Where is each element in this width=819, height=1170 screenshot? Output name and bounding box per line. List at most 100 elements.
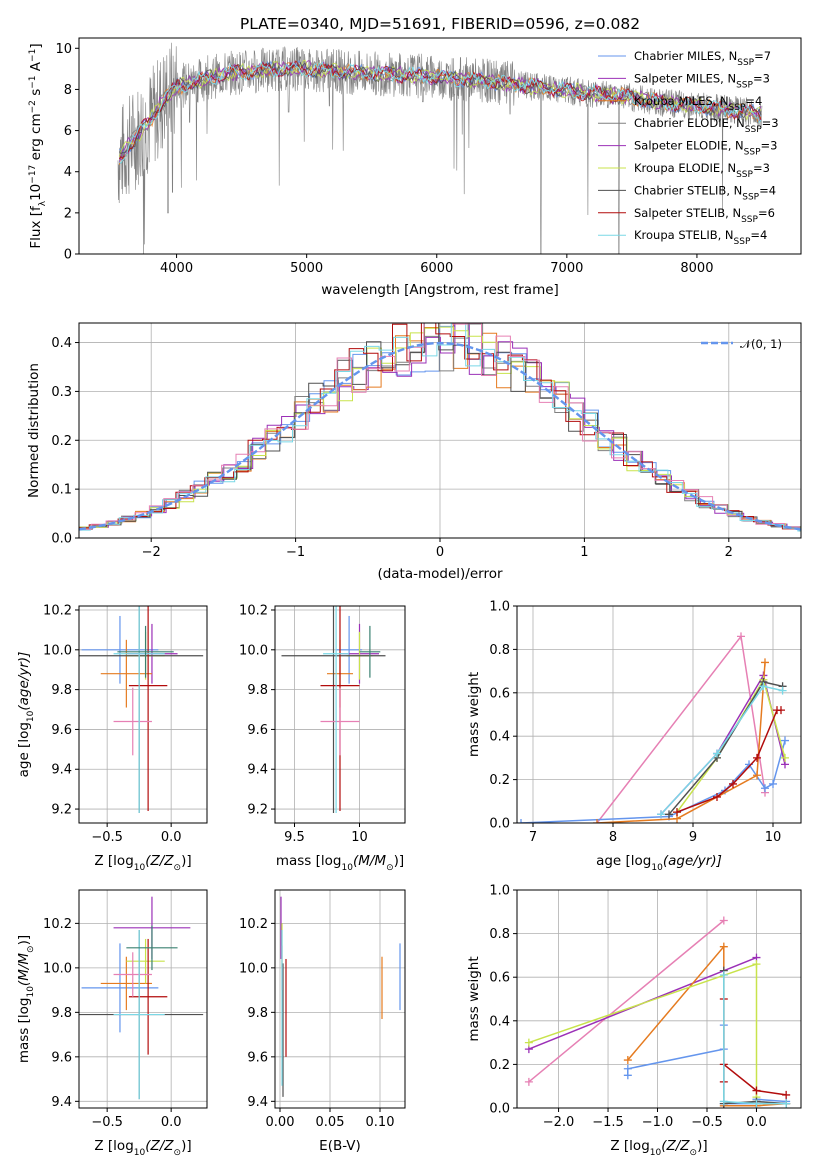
axes-frame <box>78 37 802 255</box>
y-tick-label: 0.3 <box>51 385 72 400</box>
x-tick-label: 1 <box>580 545 588 560</box>
weight-marker <box>719 1097 728 1106</box>
x-tick-label: 10 <box>351 830 368 845</box>
y-axis-label: Normed distribution <box>26 363 42 498</box>
legend-label: Chabrier MILES, NSSP=7 <box>634 49 771 68</box>
weight-marker <box>782 1090 791 1099</box>
legend-label: Salpeter STELIB, NSSP=6 <box>634 206 775 225</box>
weight-marker <box>623 1056 632 1065</box>
weight-marker <box>778 686 787 695</box>
grid <box>79 606 207 823</box>
y-tick-label: 10.0 <box>43 961 72 976</box>
y-tick-label: 4 <box>64 165 72 180</box>
legend-label: Kroupa MILES, NSSP=4 <box>634 94 762 113</box>
weight-marker <box>665 810 673 819</box>
legend: Chabrier MILES, NSSP=7 Salpeter MILES, NS… <box>598 49 779 247</box>
weight-marker <box>761 658 769 667</box>
weight-marker <box>752 1086 761 1095</box>
x-tick-label: −1 <box>286 545 305 560</box>
weight-marker <box>719 916 728 925</box>
x-axis-label: wavelength [Angstrom, rest frame] <box>321 282 559 298</box>
weight-marker <box>713 792 721 801</box>
y-tick-label: 0.6 <box>489 686 510 701</box>
x-tick-label: 10 <box>765 830 782 845</box>
y-tick-label: 0.4 <box>51 336 72 351</box>
y-tick-label: 9.4 <box>51 763 72 778</box>
y-tick-label: 0.8 <box>489 643 510 658</box>
legend-label: Kroupa STELIB, NSSP=4 <box>634 228 767 247</box>
x-tick-label: 8000 <box>680 261 713 276</box>
weight-line-5 <box>723 970 787 1105</box>
x-tick-label: −0.5 <box>691 1115 723 1130</box>
legend-label: Kroupa ELODIE, NSSP=3 <box>634 161 770 180</box>
y-tick-label: 0.2 <box>489 1058 510 1073</box>
panel-age_vs_mass: 9.5 10 9.2 9.4 9.6 9.8 10.0 10.2 mass [log10(M/M… <box>239 603 406 873</box>
axes-frame <box>516 605 802 824</box>
weight-marker <box>719 971 728 980</box>
x-tick-label: 2 <box>725 545 733 560</box>
model-line-3 <box>118 60 762 164</box>
y-tick-label: 2 <box>64 206 72 221</box>
y-tick-label: 0.4 <box>489 1014 510 1029</box>
weight-line-6 <box>723 999 787 1096</box>
y-tick-label: 9.6 <box>247 1050 268 1065</box>
weight-line-4 <box>528 963 758 1098</box>
axes-frame <box>274 605 406 824</box>
y-tick-label: 9.8 <box>51 683 72 698</box>
y-tick-label: 0.4 <box>489 730 510 745</box>
y-tick-label: 10 <box>55 42 72 57</box>
weight-marker <box>759 682 768 691</box>
y-tick-label: 0.1 <box>51 483 72 498</box>
y-axis-label: mass weight <box>466 956 482 1041</box>
y-tick-label: 9.6 <box>51 1050 72 1065</box>
plot-area <box>524 916 791 1108</box>
x-axis-label: Z [log10(Z/Z⊙)] <box>94 1138 191 1158</box>
y-tick-label: 0.2 <box>51 434 72 449</box>
axes-frame <box>274 889 406 1109</box>
plot-area <box>79 323 801 532</box>
weight-marker <box>593 819 601 823</box>
legend-label: Salpeter ELODIE, NSSP=3 <box>634 139 777 158</box>
x-tick-label: 6000 <box>420 261 453 276</box>
weight-line-3 <box>596 662 766 823</box>
axes-frame <box>516 889 802 1109</box>
weight-marker <box>719 942 728 951</box>
x-tick-label: −0.5 <box>91 1115 123 1130</box>
figure-title: PLATE=0340, MJD=51691, FIBERID=0596, z=0… <box>240 15 640 33</box>
x-tick-label: 0.00 <box>266 1115 295 1130</box>
y-tick-label: 10.2 <box>239 603 268 618</box>
plot-area <box>281 606 386 814</box>
weight-marker <box>781 736 789 745</box>
weight-marker <box>737 632 745 641</box>
y-tick-label: 10.0 <box>43 643 72 658</box>
panel-mass_vs_ebv: 0.00 0.05 0.10 9.4 9.6 9.8 10.0 10.2 E(B-V) <box>239 889 406 1154</box>
grid <box>275 890 405 1108</box>
x-axis-label: age [log10(age/yr)] <box>596 853 722 873</box>
x-tick-label: −2 <box>142 545 161 560</box>
grid <box>79 890 207 1108</box>
weight-marker <box>713 749 721 758</box>
legend-label: Chabrier ELODIE, NSSP=3 <box>634 116 779 135</box>
plot-area <box>517 632 789 823</box>
x-tick-label: 7 <box>529 830 537 845</box>
y-tick-label: 9.8 <box>51 1006 72 1021</box>
legend-label: 𝒩(0, 1) <box>740 337 782 351</box>
legend-label: Salpeter MILES, NSSP=3 <box>634 71 770 90</box>
panel-age_vs_Z: −0.5 0.0 9.2 9.4 9.6 9.8 10.0 10.2 Z [log10(Z/Z⊙… <box>16 603 208 873</box>
weight-marker <box>781 753 789 762</box>
y-tick-label: 9.8 <box>247 1006 268 1021</box>
weight-marker <box>752 1099 761 1108</box>
y-tick-label: 0.6 <box>489 971 510 986</box>
weight-marker <box>761 784 769 793</box>
model-line-8 <box>119 61 762 164</box>
weight-line-0 <box>528 919 725 1083</box>
weight-line-0 <box>596 634 766 823</box>
panel-mass_vs_Z: −0.5 0.0 9.4 9.6 9.8 10.0 10.2 Z [log10(Z/Z⊙)] m… <box>16 889 208 1158</box>
axes-frame <box>78 605 208 824</box>
weight-marker <box>524 1038 533 1047</box>
weight-marker <box>782 1099 791 1108</box>
x-tick-label: 0 <box>436 545 444 560</box>
y-tick-label: 9.4 <box>51 1095 72 1110</box>
